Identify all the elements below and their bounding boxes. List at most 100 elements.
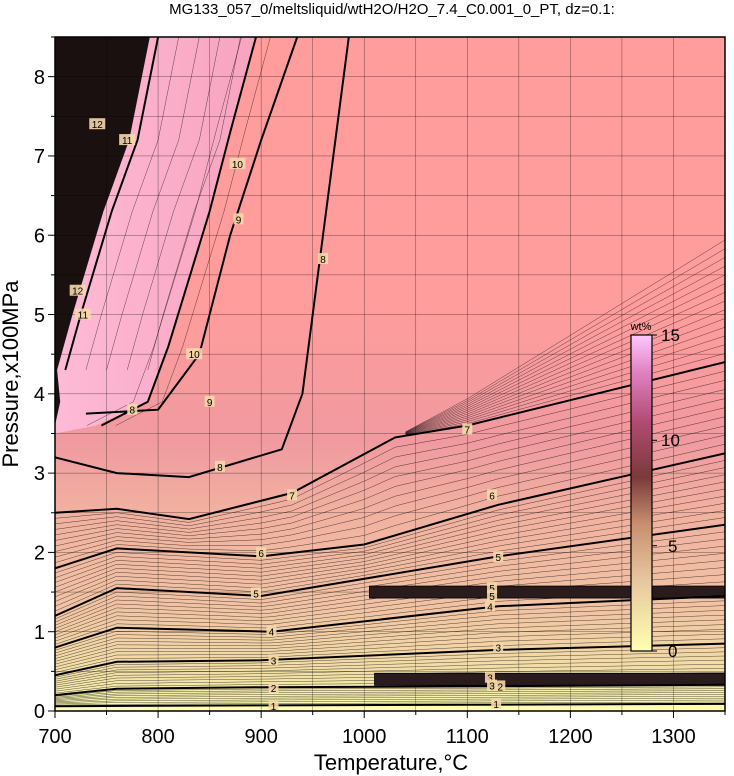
minor-contour-line: [55, 434, 725, 558]
minor-contour-line: [405, 300, 725, 435]
minor-contour-line: [55, 688, 725, 698]
contour-label-bg: [204, 395, 215, 407]
contour-line-1: [55, 702, 725, 708]
contour-label-text: 5: [495, 553, 501, 564]
grid: [55, 37, 725, 711]
minor-contour-line: [55, 699, 725, 705]
colorbar-label-0: 0: [668, 642, 677, 661]
minor-contour-line: [55, 638, 725, 673]
minor-contour-line: [405, 248, 725, 433]
contour-label-text: 3: [489, 682, 495, 693]
contour-label-5: 5: [487, 590, 498, 603]
contour-label-3: 3: [487, 679, 498, 693]
contour-band-1: [368, 585, 725, 599]
minor-contour-line: [55, 389, 725, 530]
contour-label-bg: [484, 600, 495, 612]
contour-label-bg: [491, 697, 502, 709]
minor-contour-line: [55, 605, 725, 654]
colorbar: wt% 0 5 10 15: [630, 321, 680, 661]
contour-label-bg: [186, 348, 203, 360]
minor-contour-line: [405, 283, 725, 434]
minor-contour-line: [85, 37, 179, 371]
contour-label-8: 8: [318, 253, 328, 266]
minor-contour-line: [55, 380, 725, 527]
y-tick-5: 5: [34, 305, 45, 327]
minor-contour-line: [405, 318, 725, 435]
y-tick-3: 3: [34, 463, 45, 485]
contour-label-text: 1: [493, 700, 499, 711]
contour-line-3: [55, 642, 725, 677]
contour-label-3: 3: [493, 641, 504, 655]
contour-label-bg: [89, 118, 106, 130]
contour-label-bg: [462, 423, 473, 435]
minor-contour-line: [405, 353, 725, 436]
contour-label-text: 5: [253, 590, 259, 601]
minor-contour-line: [55, 697, 725, 704]
contour-label-6: 6: [256, 547, 267, 560]
contour-label-bg: [484, 671, 495, 683]
minor-contour-line: [55, 531, 725, 620]
x-axis-title: Temperature,°C: [314, 750, 468, 775]
contour-label-bg: [268, 654, 279, 666]
minor-contour-line: [55, 443, 725, 563]
contour-label-text: 1: [271, 702, 277, 713]
axis-ticks: [48, 36, 726, 718]
contour-label-text: 11: [122, 136, 133, 147]
contour-label-text: 7: [289, 491, 295, 502]
minor-contour-line: [405, 344, 725, 436]
contour-label-text: 5: [489, 592, 495, 603]
contour-label-text: 8: [217, 463, 223, 474]
contour-label-bg: [251, 587, 261, 599]
x-tick-1000: 1000: [342, 726, 387, 748]
x-tick-1100: 1100: [446, 726, 489, 748]
contour-label-text: 8: [130, 406, 136, 417]
contour-label-bg: [214, 460, 225, 472]
contour-label-text: 10: [189, 350, 201, 361]
minor-contour-line: [126, 37, 221, 371]
contour-label-bg: [495, 680, 506, 692]
minor-contour-line: [106, 37, 200, 371]
contour-label-bg: [266, 625, 277, 637]
contour-label-bg: [127, 403, 138, 415]
contour-label-text: 2: [498, 682, 504, 693]
colorbar-label-5: 5: [668, 537, 677, 556]
contour-label-1: 1: [268, 700, 279, 713]
plot-frame: [54, 36, 726, 712]
minor-contour-line: [405, 335, 725, 436]
contour-line-2: [55, 683, 725, 697]
minor-contour-line: [55, 633, 725, 671]
contour-band-2: [374, 672, 725, 686]
minor-contour-line: [55, 701, 725, 706]
minor-contour-line: [55, 502, 725, 602]
contour-label-text: 9: [207, 398, 213, 409]
y-tick-0: 0: [34, 701, 45, 723]
minor-contour-line: [55, 614, 725, 659]
contour-line-10: [100, 37, 257, 427]
contour-label-bg: [119, 134, 136, 146]
contour-label-text: 7: [465, 426, 471, 437]
contour-label-5: 5: [251, 587, 261, 601]
minor-contour-line: [55, 567, 725, 636]
minor-contour-line: [55, 488, 725, 593]
minor-contour-line: [55, 651, 725, 680]
contour-label-text: 6: [258, 549, 264, 560]
contour-label-text: 11: [78, 311, 89, 322]
minor-contour-line: [55, 696, 725, 703]
contour-label-text: 3: [487, 674, 493, 685]
contour-label-12: 12: [69, 284, 86, 298]
contour-label-text: 4: [487, 602, 493, 613]
minor-contour-line: [55, 495, 725, 598]
contour-label-8: 8: [214, 460, 225, 474]
contour-label-text: 5: [489, 584, 495, 595]
x-tick-700: 700: [38, 726, 71, 748]
contour-line-5: [55, 523, 725, 617]
contour-label-bg: [268, 700, 279, 711]
x-tick-800: 800: [141, 726, 174, 748]
contour-label-10: 10: [229, 157, 246, 171]
contour-label-4: 4: [266, 625, 277, 639]
minor-contour-line: [55, 686, 725, 697]
contour-label-2: 2: [495, 680, 506, 693]
